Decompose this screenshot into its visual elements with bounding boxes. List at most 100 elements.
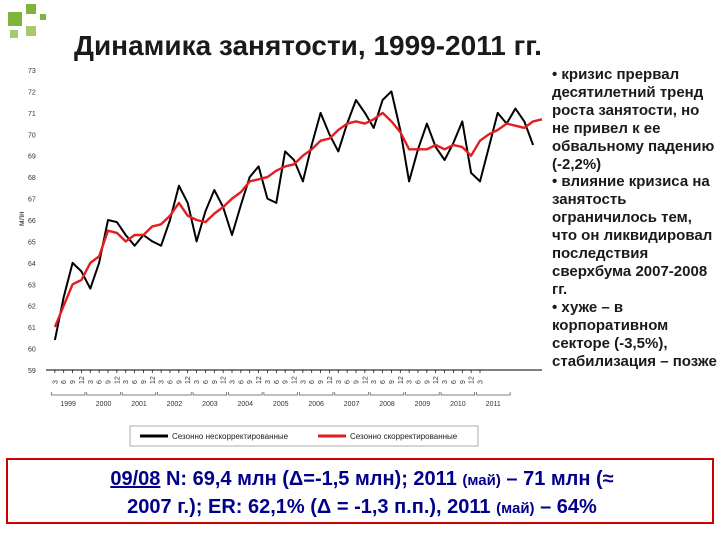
year-bracket (192, 392, 228, 396)
year-label: 2000 (96, 401, 112, 408)
summary-part: – 71 млн (≈ (500, 468, 614, 490)
year-label: 2008 (379, 401, 395, 408)
x-tick-label: 3 (88, 380, 95, 384)
x-tick-label: 12 (150, 376, 157, 384)
logo-square (26, 26, 36, 36)
x-axis: 3 6 9 12 3 6 9 12 3 6 9 12 3 6 9 12 3 6 9 12 3 6 9 12 3 6 9 12 3 6 9 12… (46, 369, 542, 408)
x-tick-label: 9 (460, 380, 467, 384)
x-tick-label: 12 (469, 376, 476, 384)
x-tick-label: 9 (141, 380, 148, 384)
y-tick-label: 64 (28, 261, 36, 268)
year-label: 1999 (60, 401, 76, 408)
x-tick-label: 9 (389, 380, 396, 384)
year-bracket (440, 392, 476, 396)
summary-part: N: 69,4 млн (Δ=-1,5 млн); 2011 (160, 468, 463, 490)
x-tick-label: 6 (97, 380, 104, 384)
year-label: 2011 (486, 401, 501, 408)
bullet-item: • хуже – в корпоративном секторе (-3,5%)… (552, 298, 717, 370)
y-tick-label: 70 (28, 132, 36, 139)
year-label: 2001 (131, 401, 147, 408)
year-label: 2005 (273, 401, 289, 408)
series-line (53, 90, 535, 341)
series-lines (53, 90, 543, 341)
summary-part: – 64% (534, 496, 597, 518)
x-tick-label: 9 (247, 380, 254, 384)
y-tick-label: 67 (28, 197, 36, 204)
x-tick-label: 6 (345, 380, 352, 384)
x-tick-label: 3 (265, 380, 272, 384)
x-tick-label: 6 (168, 380, 175, 384)
y-tick-label: 69 (28, 154, 36, 161)
year-bracket (476, 392, 511, 396)
summary-box: 09/08 N: 69,4 млн (Δ=-1,5 млн); 2011 (ма… (6, 458, 714, 524)
year-bracket (263, 392, 298, 396)
slide-logo (8, 4, 46, 38)
x-tick-label: 12 (185, 376, 192, 384)
x-tick-label: 9 (354, 380, 361, 384)
y-tick-label: 59 (28, 368, 36, 375)
x-tick-label: 12 (398, 376, 405, 384)
year-bracket (157, 392, 192, 396)
x-tick-label: 3 (52, 380, 59, 384)
bullet-list: • кризис прервал десятилетний тренд рост… (552, 66, 718, 370)
x-tick-label: 9 (70, 380, 77, 384)
summary-note: (май) (462, 472, 501, 489)
x-tick-label: 3 (407, 380, 414, 384)
legend-box (129, 425, 479, 447)
x-tick-label: 6 (132, 380, 139, 384)
y-tick-label: 61 (28, 325, 36, 332)
y-tick-label: 72 (28, 89, 36, 96)
year-bracket (121, 392, 157, 396)
y-tick-label: 62 (28, 304, 36, 311)
x-tick-label: 3 (230, 380, 237, 384)
y-tick-label: 65 (28, 239, 36, 246)
legend-label: Сезонно скорректированные (350, 432, 458, 441)
summary-text: 09/08 N: 69,4 млн (Δ=-1,5 млн); 2011 (ма… (8, 466, 716, 522)
x-tick-label: 9 (106, 380, 113, 384)
year-label: 2004 (237, 401, 253, 408)
x-tick-label: 12 (292, 376, 299, 384)
y-tick-label: 73 (28, 68, 36, 75)
logo-square (8, 12, 22, 26)
summary-date-link[interactable]: 09/08 (110, 468, 161, 490)
x-tick-label: 12 (433, 376, 440, 384)
x-tick-label: 3 (194, 380, 201, 384)
year-bracket (50, 392, 86, 396)
summary-note: (май) (496, 500, 535, 517)
x-tick-label: 3 (442, 380, 449, 384)
x-tick-label: 9 (212, 380, 219, 384)
x-tick-label: 9 (176, 380, 183, 384)
x-tick-label: 6 (451, 380, 458, 384)
y-tick-label: 71 (28, 111, 36, 118)
y-axis-label: млн (17, 211, 26, 226)
x-tick-label: 3 (159, 380, 166, 384)
y-tick-label: 60 (28, 347, 36, 354)
x-tick-label: 12 (79, 376, 86, 384)
x-tick-label: 6 (238, 380, 245, 384)
year-bracket (228, 392, 263, 396)
legend-label: Сезонно нескорректированные (172, 432, 289, 441)
year-bracket (298, 392, 334, 396)
x-tick-label: 9 (283, 380, 290, 384)
year-label: 2010 (450, 401, 466, 408)
slide-title: Динамика занятости, 1999-2011 гг. (74, 30, 542, 61)
year-label: 2007 (344, 401, 360, 408)
x-tick-label: 3 (300, 380, 307, 384)
x-tick-label: 12 (362, 376, 369, 384)
year-bracket (405, 392, 440, 396)
y-axis: 59 60 61 62 63 64 65 66 67 68 69 70 71 72 73 млн (17, 68, 36, 375)
y-tick-label: 66 (28, 218, 36, 225)
x-tick-label: 6 (274, 380, 281, 384)
year-bracket (334, 392, 369, 396)
series-line (53, 111, 543, 328)
logo-square (10, 30, 18, 38)
x-tick-label: 12 (327, 376, 334, 384)
year-label: 2002 (167, 401, 183, 408)
x-tick-label: 12 (256, 376, 263, 384)
x-tick-label: 6 (380, 380, 387, 384)
chart-legend: Сезонно нескорректированные Сезонно скорр… (129, 425, 479, 447)
x-tick-label: 3 (371, 380, 378, 384)
bullet-item: • влияние кризиса на занятость ограничил… (552, 173, 713, 298)
x-tick-label: 12 (114, 376, 121, 384)
